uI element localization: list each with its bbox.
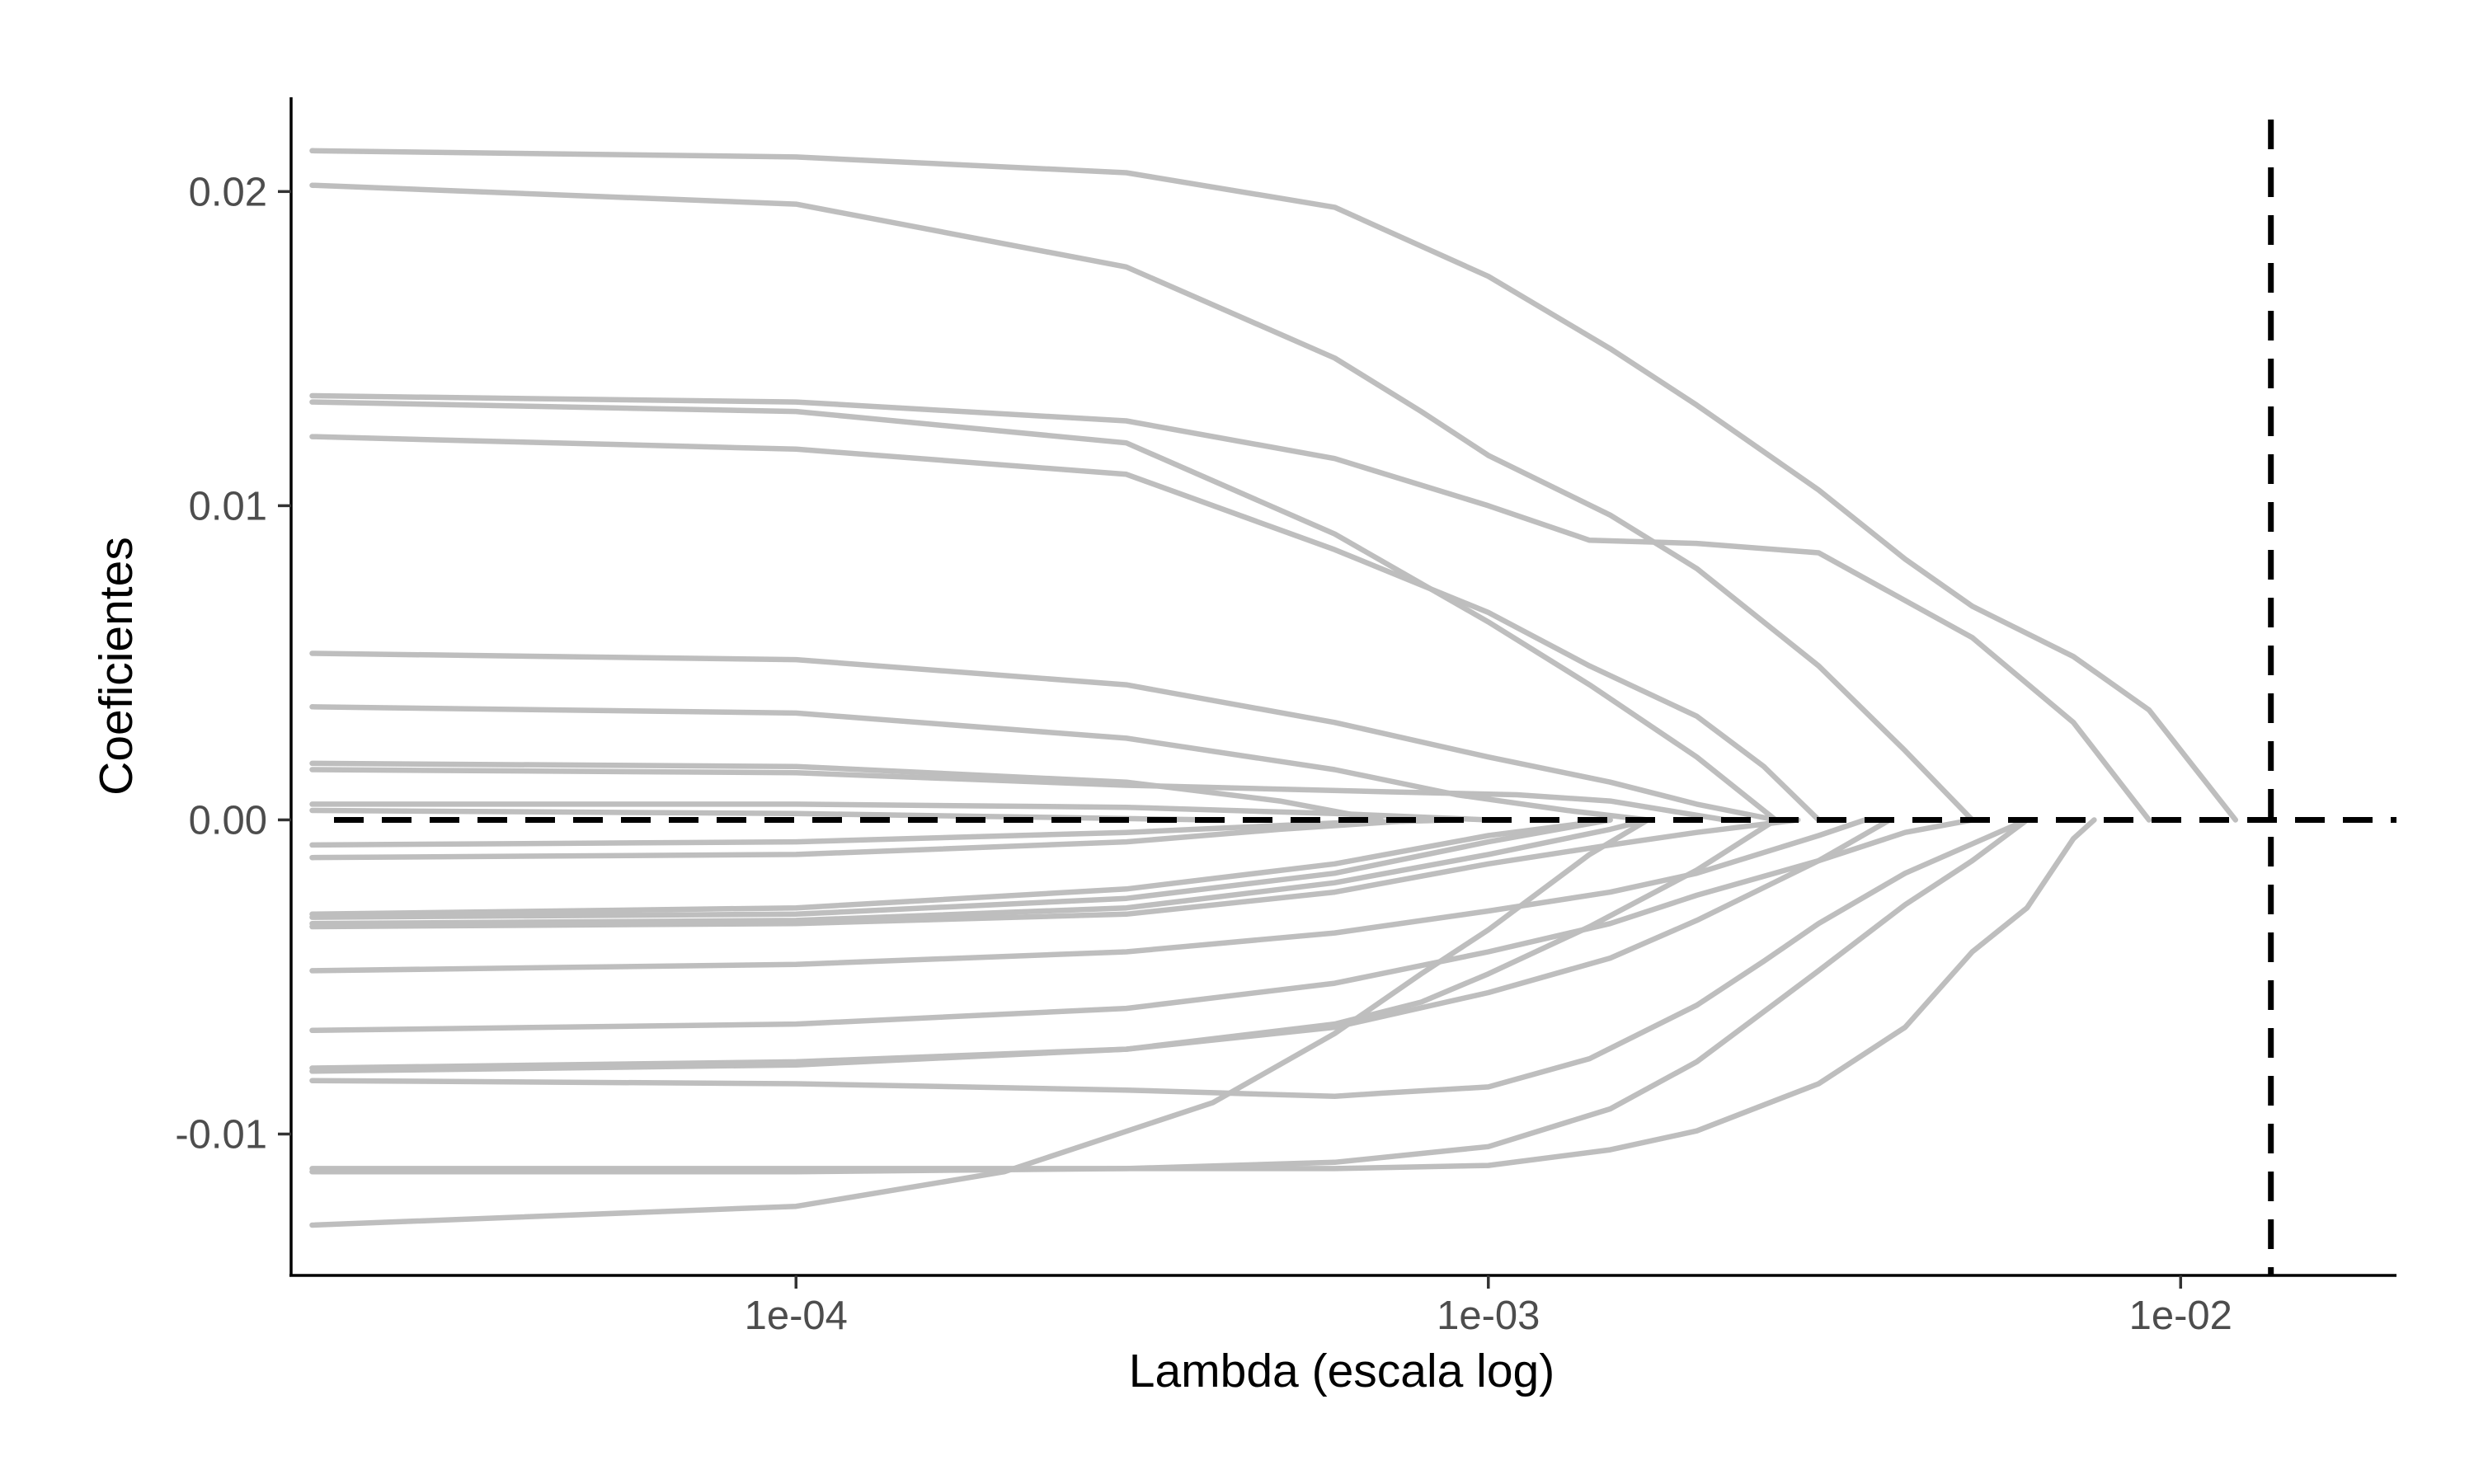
reference-lines: [334, 120, 2396, 1275]
coefficient-path-7: [309, 704, 1651, 823]
coefficient-path-18: [309, 817, 1868, 974]
x-axis-title: Lambda (escala log): [1129, 1345, 1554, 1397]
y-tick-label: 0.02: [189, 170, 267, 214]
coefficient-path-19: [309, 817, 1975, 1034]
y-tick-label: -0.01: [175, 1113, 267, 1158]
x-tick-label: 1e-02: [2129, 1294, 2232, 1338]
y-axis-title: Coeficientes: [90, 537, 143, 796]
y-tick-label: 0.00: [189, 798, 267, 843]
y-tick-label: 0.01: [189, 484, 267, 528]
coefficient-path-6: [309, 650, 1779, 823]
coefficient-path-2: [309, 182, 1975, 823]
coefficient-path-3: [309, 392, 2152, 823]
coefficient-path-16: [309, 817, 1651, 927]
coefficient-path-17: [309, 817, 1801, 930]
coefficient-path-10: [309, 801, 1492, 823]
coefficient-path-13: [309, 817, 1424, 861]
coefficient-path-23: [309, 817, 2097, 1172]
coefficient-path-5: [309, 434, 1822, 823]
axes: [289, 97, 2396, 1277]
coefficient-path-15: [309, 817, 1613, 920]
coefficient-path-22: [309, 817, 2030, 1100]
coefficient-path-14: [309, 817, 1613, 918]
coefficient-path-21: [309, 817, 1893, 1074]
coefficient-path-12: [309, 817, 1460, 848]
coefficient-path-25: [309, 817, 1651, 1228]
coefficient-path-4: [309, 399, 1779, 823]
coefficient-path-8: [309, 760, 1384, 823]
x-tick-label: 1e-04: [745, 1294, 848, 1338]
coefficient-path-1: [309, 148, 2239, 823]
axis-ticks: 1e-04 1e-03 1e-02 0.02 0.01 0.00 -0.01: [175, 170, 2232, 1338]
coefficient-paths: [309, 148, 2239, 1228]
coefficient-path-9: [309, 767, 1729, 823]
x-tick-label: 1e-03: [1437, 1294, 1540, 1338]
